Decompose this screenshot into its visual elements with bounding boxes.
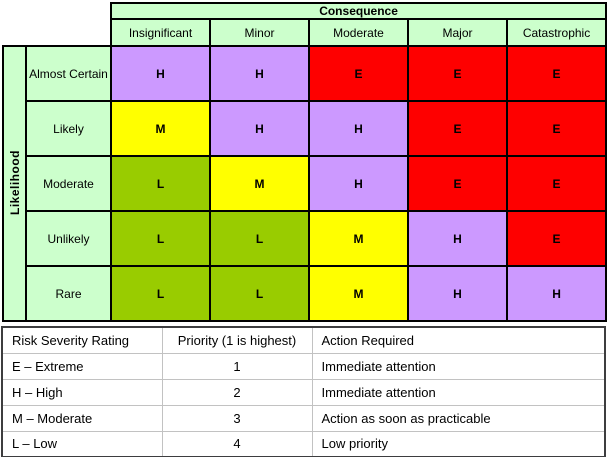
column-header-catastrophic: Catastrophic [505, 18, 607, 47]
severity-legend-table: Risk Severity Rating Priority (1 is high… [1, 326, 606, 457]
matrix-cell: E [308, 45, 409, 102]
matrix-cell: M [308, 265, 409, 322]
matrix-row-unlikely: Unlikely L L M H E [3, 210, 607, 267]
matrix-cell: H [110, 45, 211, 102]
legend-row-low: L – Low 4 Low priority [1, 430, 606, 457]
row-header-likely: Likely [25, 100, 112, 157]
consequence-columns-row: Insignificant Minor Moderate Major Catas… [3, 18, 607, 47]
matrix-row-rare: Rare L L M H H [3, 265, 607, 322]
matrix-cell: E [505, 155, 607, 212]
legend-rating: M – Moderate [1, 404, 163, 432]
matrix-cell: E [505, 100, 607, 157]
legend-priority: 2 [161, 378, 313, 406]
row-header-moderate: Moderate [25, 155, 112, 212]
row-header-unlikely: Unlikely [25, 210, 112, 267]
matrix-cell: L [110, 155, 211, 212]
matrix-cell: M [308, 210, 409, 267]
likelihood-axis-title-text: Likelihood [7, 149, 22, 215]
risk-matrix-table: Consequence Insignificant Minor Moderate… [2, 2, 607, 322]
legend-priority: 1 [161, 352, 313, 380]
matrix-cell: L [110, 265, 211, 322]
matrix-cell: L [209, 265, 310, 322]
column-header-insignificant: Insignificant [110, 18, 211, 47]
matrix-cell: M [209, 155, 310, 212]
legend-action: Immediate attention [311, 352, 606, 380]
matrix-row-moderate: Moderate L M H E E [3, 155, 607, 212]
legend-row-extreme: E – Extreme 1 Immediate attention [1, 352, 606, 380]
legend-rating: H – High [1, 378, 163, 406]
matrix-cell: E [505, 210, 607, 267]
likelihood-axis-title: Likelihood [2, 45, 27, 322]
legend-header-row: Risk Severity Rating Priority (1 is high… [1, 326, 606, 354]
legend-row-high: H – High 2 Immediate attention [1, 378, 606, 406]
legend-row-moderate: M – Moderate 3 Action as soon as practic… [1, 404, 606, 432]
matrix-cell: H [308, 155, 409, 212]
matrix-cell: H [505, 265, 607, 322]
legend-header-rating: Risk Severity Rating [1, 326, 163, 354]
matrix-cell: H [407, 210, 508, 267]
consequence-title-row: Consequence [3, 2, 607, 46]
column-header-major: Major [407, 18, 508, 47]
legend-header-priority: Priority (1 is highest) [161, 326, 313, 354]
matrix-cell: E [505, 45, 607, 102]
legend-rating: E – Extreme [1, 352, 163, 380]
consequence-axis-title: Consequence [109, 2, 607, 20]
matrix-cell: E [407, 45, 508, 102]
legend-priority: 4 [161, 430, 313, 457]
matrix-cell: H [209, 45, 310, 102]
matrix-row-almost-certain: Likelihood Almost Certain H H E E E [2, 45, 607, 322]
column-header-moderate: Moderate [308, 18, 409, 47]
legend-action: Low priority [311, 430, 606, 457]
column-header-minor: Minor [209, 18, 310, 47]
matrix-cell: H [308, 100, 409, 157]
legend-action: Immediate attention [311, 378, 606, 406]
matrix-row-likely: Likely M H H E E [3, 100, 607, 157]
row-header-rare: Rare [25, 265, 112, 322]
matrix-cell: L [110, 210, 211, 267]
matrix-cell: H [407, 265, 508, 322]
legend-rating: L – Low [1, 430, 163, 457]
matrix-cell: E [407, 100, 508, 157]
legend-action: Action as soon as practicable [311, 404, 606, 432]
legend-header-action: Action Required [311, 326, 606, 354]
row-header-almost-certain: Almost Certain [25, 45, 112, 102]
matrix-cell: E [407, 155, 508, 212]
legend-priority: 3 [161, 404, 313, 432]
corner-spacer [3, 3, 111, 46]
matrix-cell: L [209, 210, 310, 267]
matrix-cell: M [110, 100, 211, 157]
matrix-cell: H [209, 100, 310, 157]
